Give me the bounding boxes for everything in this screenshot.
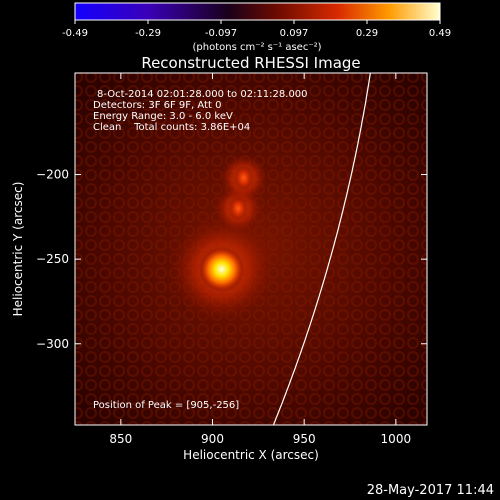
colorbar-tick-label: -0.49 bbox=[62, 28, 88, 39]
y-axis-ticks: −200 −250 −300 bbox=[36, 168, 427, 351]
y-axis-label: Heliocentric Y (arcsec) bbox=[11, 182, 25, 317]
emission-source bbox=[199, 246, 245, 292]
timestamp: 28-May-2017 11:44 bbox=[367, 483, 494, 498]
x-axis-ticks: 850 900 950 1000 bbox=[109, 73, 411, 446]
solar-limb-line bbox=[272, 73, 372, 425]
colorbar-units: (photons cm⁻² s⁻¹ asec⁻²) bbox=[192, 42, 321, 53]
x-tick-label: 850 bbox=[109, 432, 132, 446]
colorbar-tick-label: 0.29 bbox=[356, 28, 378, 39]
y-tick-label: −300 bbox=[36, 337, 69, 351]
x-axis-label: Heliocentric X (arcsec) bbox=[183, 448, 319, 462]
info-line-detectors: Detectors: 3F 6F 9F, Att 0 bbox=[93, 100, 221, 111]
colorbar-tick-label: -0.097 bbox=[205, 28, 237, 39]
emission-source bbox=[233, 165, 254, 191]
info-line-time: 8-Oct-2014 02:01:28.000 to 02:11:28.000 bbox=[97, 89, 308, 100]
emission-sources bbox=[167, 152, 276, 324]
colorbar-tick-label: -0.29 bbox=[135, 28, 161, 39]
info-line-counts: Clean Total counts: 3.86E+04 bbox=[93, 122, 250, 133]
y-tick-label: −250 bbox=[36, 252, 69, 266]
colorbar-tick-label: 0.097 bbox=[280, 28, 309, 39]
colorbar-ticks: -0.49 -0.29 -0.097 0.097 0.29 0.49 bbox=[62, 20, 451, 39]
peak-position-label: Position of Peak = [905,-256] bbox=[93, 400, 239, 411]
x-tick-label: 1000 bbox=[381, 432, 412, 446]
chart-title: Reconstructed RHESSI Image bbox=[141, 54, 360, 72]
colorbar-tick-label: 0.49 bbox=[429, 28, 451, 39]
plot-frame bbox=[74, 72, 428, 426]
y-tick-label: −200 bbox=[36, 168, 69, 182]
info-line-energy: Energy Range: 3.0 - 6.0 keV bbox=[93, 111, 233, 122]
x-tick-label: 900 bbox=[201, 432, 224, 446]
colorbar bbox=[74, 2, 441, 21]
x-tick-label: 950 bbox=[293, 432, 316, 446]
